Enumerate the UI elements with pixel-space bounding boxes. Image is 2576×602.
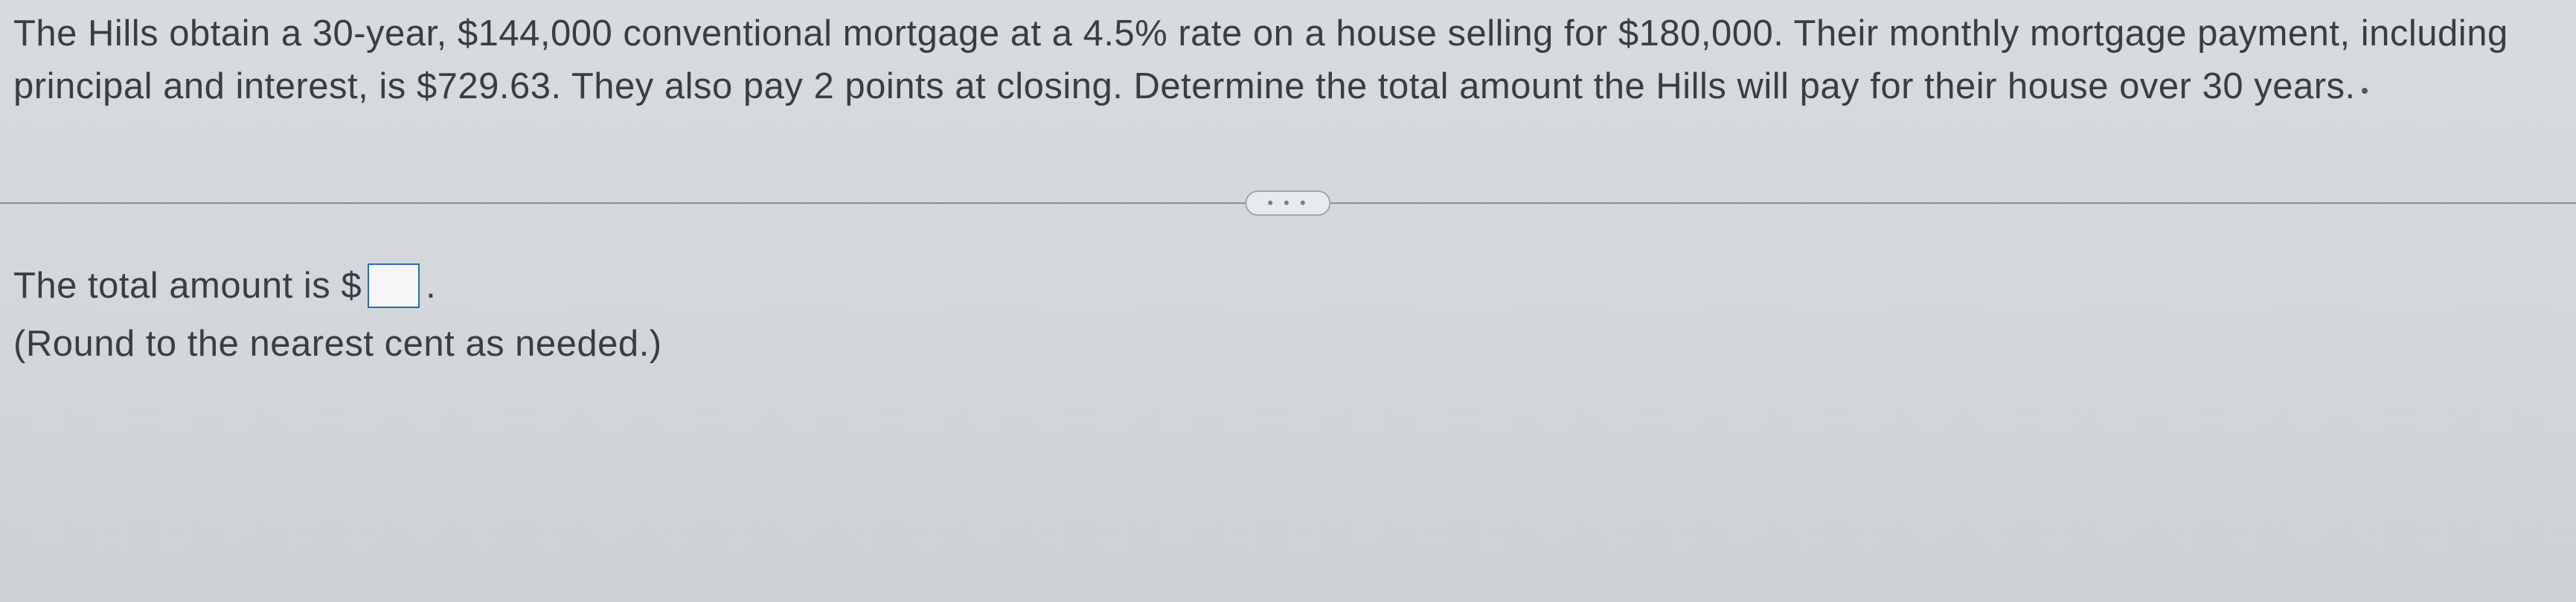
section-divider: • • • <box>0 202 2576 204</box>
answer-suffix: . <box>426 265 436 307</box>
answer-line: The total amount is $. <box>13 263 2554 308</box>
answer-input[interactable] <box>368 263 420 308</box>
ellipsis-pill[interactable]: • • • <box>1245 190 1330 216</box>
answer-hint: (Round to the nearest cent as needed.) <box>13 323 2554 365</box>
answer-section: The total amount is $. (Round to the nea… <box>0 263 2576 365</box>
answer-prefix: The total amount is $ <box>13 265 362 307</box>
question-text: The Hills obtain a 30-year, $144,000 con… <box>0 0 2576 113</box>
decorative-dot <box>2362 88 2368 94</box>
